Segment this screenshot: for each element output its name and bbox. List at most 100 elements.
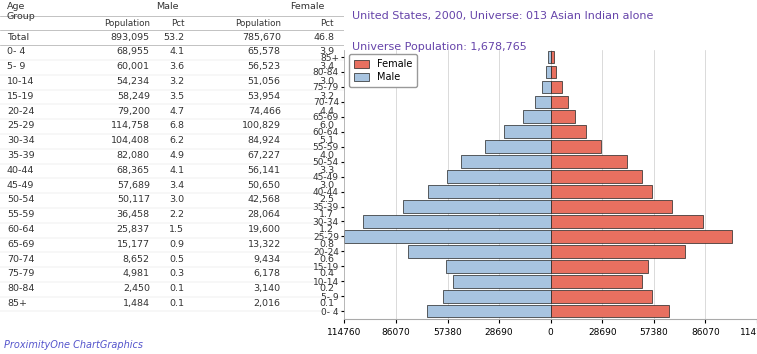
Text: 45-49: 45-49	[7, 181, 34, 190]
Bar	[550, 290, 653, 303]
Bar	[550, 245, 684, 258]
Text: 100,829: 100,829	[241, 121, 281, 130]
Bar	[550, 125, 586, 138]
Text: 28,064: 28,064	[248, 210, 281, 219]
Text: 0.8: 0.8	[319, 240, 334, 249]
Bar	[550, 96, 568, 108]
Text: 4.1: 4.1	[170, 166, 184, 175]
Text: 3.2: 3.2	[319, 92, 334, 101]
Text: Universe Population: 1,678,765: Universe Population: 1,678,765	[352, 42, 527, 52]
Text: 3.6: 3.6	[169, 62, 184, 71]
Legend: Female, Male: Female, Male	[349, 55, 417, 87]
Text: 65-69: 65-69	[7, 240, 34, 249]
Bar	[443, 290, 550, 303]
Text: 0.1: 0.1	[319, 299, 334, 308]
Text: 57,689: 57,689	[117, 181, 150, 190]
Bar	[550, 170, 642, 183]
Text: Population: Population	[235, 19, 281, 28]
Text: 8,652: 8,652	[123, 255, 150, 263]
Bar	[535, 96, 550, 108]
Text: 53.2: 53.2	[164, 33, 184, 42]
Text: Pct: Pct	[171, 19, 184, 28]
Bar	[428, 185, 550, 198]
Text: 50-54: 50-54	[7, 195, 34, 204]
Text: 25,837: 25,837	[117, 225, 150, 234]
Text: 9,434: 9,434	[254, 255, 281, 263]
Text: 15-19: 15-19	[7, 92, 34, 101]
Text: 0.3: 0.3	[169, 269, 184, 278]
Text: 3.0: 3.0	[319, 181, 334, 190]
Bar	[485, 140, 550, 153]
Bar	[523, 110, 550, 123]
Bar	[363, 215, 550, 228]
Text: 0.1: 0.1	[170, 299, 184, 308]
Bar	[550, 305, 668, 318]
Text: 3.3: 3.3	[319, 166, 334, 175]
Text: 30-34: 30-34	[7, 136, 35, 145]
Text: 82,080: 82,080	[117, 151, 150, 160]
Text: 20-24: 20-24	[7, 107, 34, 116]
Text: 3.5: 3.5	[169, 92, 184, 101]
Text: Female: Female	[290, 2, 325, 11]
Bar	[547, 65, 550, 78]
Text: Total: Total	[7, 33, 29, 42]
Text: 19,600: 19,600	[248, 225, 281, 234]
Text: 50,117: 50,117	[117, 195, 150, 204]
Text: 4.0: 4.0	[319, 151, 334, 160]
Bar	[550, 200, 671, 213]
Text: 67,227: 67,227	[248, 151, 281, 160]
Text: 0.6: 0.6	[319, 255, 334, 263]
Text: 60,001: 60,001	[117, 62, 150, 71]
Text: United States, 2000, Universe: 013 Asian Indian alone: United States, 2000, Universe: 013 Asian…	[352, 11, 653, 21]
Bar	[427, 305, 550, 318]
Bar	[550, 110, 575, 123]
Text: 3.0: 3.0	[169, 195, 184, 204]
Text: ProximityOne ChartGraphics: ProximityOne ChartGraphics	[4, 341, 143, 350]
Text: 1.5: 1.5	[170, 225, 184, 234]
Bar	[550, 230, 732, 243]
Text: 3.2: 3.2	[169, 77, 184, 86]
Text: 6.8: 6.8	[170, 121, 184, 130]
Text: 0- 4: 0- 4	[7, 47, 25, 56]
Text: 2,450: 2,450	[123, 284, 150, 293]
Text: 2.2: 2.2	[170, 210, 184, 219]
Bar	[504, 125, 550, 138]
Bar	[550, 185, 652, 198]
Bar	[548, 51, 550, 63]
Text: 3.0: 3.0	[319, 77, 334, 86]
Text: 3,140: 3,140	[254, 284, 281, 293]
Text: 56,523: 56,523	[248, 62, 281, 71]
Text: 40-44: 40-44	[7, 166, 34, 175]
Text: 80-84: 80-84	[7, 284, 34, 293]
Text: 13,322: 13,322	[248, 240, 281, 249]
Text: 2.5: 2.5	[319, 195, 334, 204]
Text: 0.9: 0.9	[170, 240, 184, 249]
Text: 4,981: 4,981	[123, 269, 150, 278]
Text: 10-14: 10-14	[7, 77, 34, 86]
Text: Age
Group: Age Group	[7, 2, 36, 21]
Text: 5- 9: 5- 9	[7, 62, 25, 71]
Text: 3.9: 3.9	[319, 47, 334, 56]
Text: 36,458: 36,458	[117, 210, 150, 219]
Text: 2,016: 2,016	[254, 299, 281, 308]
Text: 42,568: 42,568	[248, 195, 281, 204]
Text: 0.4: 0.4	[319, 269, 334, 278]
Bar	[550, 51, 554, 63]
Bar	[447, 170, 550, 183]
Text: 785,670: 785,670	[241, 33, 281, 42]
Text: 6.2: 6.2	[170, 136, 184, 145]
Text: 53,954: 53,954	[248, 92, 281, 101]
Text: 1,484: 1,484	[123, 299, 150, 308]
Text: 65,578: 65,578	[248, 47, 281, 56]
Text: 4.7: 4.7	[170, 107, 184, 116]
Bar	[446, 260, 550, 273]
Text: 4.4: 4.4	[319, 107, 334, 116]
Text: 15,177: 15,177	[117, 240, 150, 249]
Text: 3.4: 3.4	[169, 181, 184, 190]
Bar	[550, 140, 601, 153]
Bar	[550, 81, 562, 93]
Text: 114,758: 114,758	[111, 121, 150, 130]
Text: 4.1: 4.1	[170, 47, 184, 56]
Text: 0.1: 0.1	[170, 284, 184, 293]
Text: 74,466: 74,466	[248, 107, 281, 116]
